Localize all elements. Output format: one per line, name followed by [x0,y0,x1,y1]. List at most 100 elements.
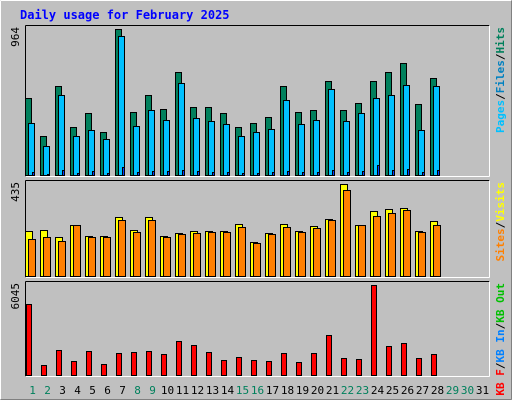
x-label-day-30: 30 [461,384,474,397]
legend-part: / [494,221,507,228]
bar-pages-day-20 [317,172,320,176]
bar-pages-day-27 [422,172,425,176]
bar-sites-day-7 [118,220,126,277]
x-label-day-3: 3 [59,384,66,397]
bar-files-day-22 [343,121,350,176]
bar-kb-f-day-28 [431,354,437,376]
bar-sites-day-20 [313,228,321,277]
bar-kb-f-day-3 [56,350,62,376]
bar-pages-day-7 [122,167,125,176]
bar-kb-f-day-24 [371,285,377,376]
bar-files-day-14 [223,124,230,176]
x-label-day-8: 8 [134,384,141,397]
chart-title: Daily usage for February 2025 [20,8,230,22]
bar-sites-day-8 [133,232,141,277]
bar-sites-day-9 [148,220,156,277]
bar-pages-day-23 [362,171,365,176]
bar-kb-f-day-2 [41,365,47,376]
bar-kb-f-day-7 [116,353,122,376]
bar-kb-f-day-22 [341,358,347,376]
bar-kb-f-day-17 [266,361,272,376]
x-label-day-16: 16 [251,384,264,397]
bar-sites-day-22 [343,190,351,277]
bar-files-day-23 [358,113,365,176]
bar-files-day-25 [388,95,395,176]
bar-pages-day-19 [302,172,305,176]
bar-kb-f-day-20 [311,353,317,376]
bar-sites-day-2 [43,237,51,277]
x-label-day-11: 11 [176,384,189,397]
bar-sites-day-4 [73,225,81,277]
bar-pages-day-6 [107,173,110,176]
bar-files-day-9 [148,110,155,176]
bar-pages-day-14 [227,172,230,176]
bar-kb-f-day-16 [251,360,257,376]
bar-files-day-27 [418,130,425,176]
legend-part: / [494,93,507,100]
bar-sites-day-1 [28,239,36,277]
x-label-day-7: 7 [119,384,126,397]
bar-files-day-4 [73,136,80,176]
bar-kb-f-day-5 [86,351,92,376]
x-axis-day-labels: 1 2 3 4 5 6 7 8 9 10 11 12 13 14 15 16 17 18 19 20 21 22 23 24 2… [29,384,489,397]
y-max-label-1: 964 [9,27,22,47]
bar-marks [25,29,441,376]
bar-sites-day-12 [193,233,201,277]
x-label-day-15: 15 [236,384,249,397]
bar-kb-f-day-12 [191,345,197,376]
bar-sites-day-21 [328,220,336,277]
bar-pages-day-11 [182,170,185,176]
bar-files-day-6 [103,139,110,176]
bar-files-day-3 [58,95,65,176]
bar-files-day-15 [238,136,245,176]
bar-pages-day-22 [347,172,350,176]
legend-part: KB F [494,369,507,396]
bar-sites-day-10 [163,237,171,277]
bar-sites-day-23 [358,225,366,277]
bar-pages-day-24 [377,165,380,176]
x-label-day-19: 19 [296,384,309,397]
bar-kb-f-day-25 [386,346,392,376]
bar-kb-f-day-27 [416,358,422,376]
bar-pages-day-15 [242,173,245,176]
bar-files-day-20 [313,120,320,176]
x-label-day-17: 17 [266,384,279,397]
bar-sites-day-16 [253,243,261,277]
bar-files-day-7 [118,36,125,176]
bar-pages-day-12 [197,171,200,176]
legend-part: Pages [494,100,507,133]
panel-frame-3 [25,281,490,377]
bar-kb-f-day-9 [146,351,152,376]
legend-part: / [494,322,507,329]
bar-files-day-19 [298,124,305,176]
bar-kb-f-day-13 [206,352,212,376]
bar-files-day-21 [328,89,335,176]
x-label-day-13: 13 [206,384,219,397]
bar-kb-f-day-23 [356,359,362,376]
legend-part: KB In [494,329,507,362]
bar-pages-day-3 [62,170,65,176]
legend-hits_files_pages: Pages/Files/Hits [494,27,507,133]
bar-sites-day-14 [223,232,231,277]
legend-part: Files [494,60,507,93]
bar-files-day-24 [373,98,380,176]
bar-files-day-28 [433,86,440,176]
bar-files-day-18 [283,100,290,176]
bar-pages-day-2 [47,174,50,176]
bar-sites-day-28 [433,225,441,277]
legend-part: / [494,362,507,369]
x-label-day-5: 5 [89,384,96,397]
bar-pages-day-1 [32,172,35,176]
bar-kb-f-day-6 [101,364,107,376]
x-label-day-21: 21 [326,384,339,397]
bar-sites-day-19 [298,232,306,277]
x-label-day-1: 1 [29,384,36,397]
bar-pages-day-25 [392,170,395,176]
bar-kb-f-day-21 [326,335,332,376]
bar-sites-day-17 [268,234,276,277]
y-max-label-3: 6045 [9,283,22,310]
bar-pages-day-13 [212,172,215,176]
x-label-day-6: 6 [104,384,111,397]
bar-files-day-11 [178,83,185,176]
